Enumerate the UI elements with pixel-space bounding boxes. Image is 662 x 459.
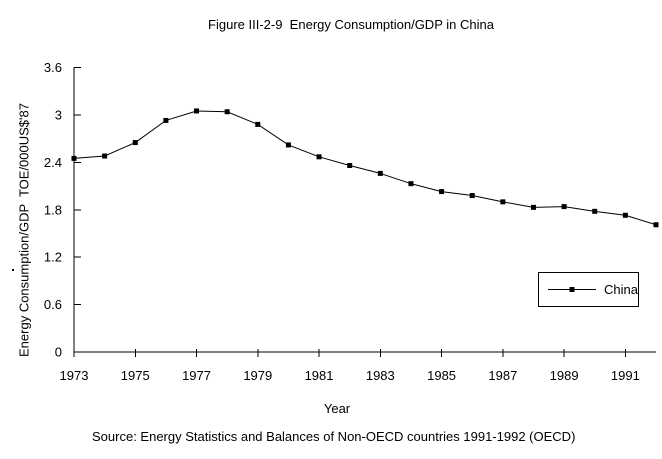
y-tick-label: 3.6 <box>44 60 62 75</box>
data-point-marker <box>469 193 475 199</box>
x-tick-label: 1983 <box>366 368 395 383</box>
y-tick-label: 2.4 <box>44 155 62 170</box>
source-note: Source: Energy Statistics and Balances o… <box>92 429 576 444</box>
data-point-marker <box>102 153 108 159</box>
data-point-marker <box>163 117 169 123</box>
data-point-marker <box>622 212 628 218</box>
data-point-marker <box>408 181 414 187</box>
data-point-marker <box>439 189 445 195</box>
data-point-marker <box>132 140 138 146</box>
x-tick-label: 1991 <box>611 368 640 383</box>
data-point-marker <box>347 162 353 168</box>
data-point-marker <box>224 109 230 115</box>
data-point-marker <box>285 142 291 148</box>
legend-line-marker-icon <box>548 287 596 292</box>
legend: China <box>538 272 639 307</box>
x-tick-label: 1981 <box>305 368 334 383</box>
x-tick-label: 1977 <box>182 368 211 383</box>
x-axis-title: Year <box>323 401 351 416</box>
x-tick-label: 1973 <box>60 368 89 383</box>
data-point-marker <box>316 154 322 160</box>
data-point-marker <box>377 170 383 176</box>
data-point-marker <box>71 155 77 161</box>
chart-title: Figure III-2-9 Energy Consumption/GDP in… <box>208 17 494 32</box>
y-tick-label: 1.8 <box>44 202 62 217</box>
y-tick-label: 0.6 <box>44 297 62 312</box>
stray-dot <box>12 269 14 271</box>
y-tick-label: 0 <box>55 345 62 360</box>
x-tick-label: 1985 <box>427 368 456 383</box>
data-point-marker <box>653 222 659 228</box>
series-line-china <box>73 110 657 226</box>
data-point-marker <box>592 208 598 214</box>
legend-label: China <box>604 282 638 297</box>
data-point-marker <box>530 204 536 210</box>
y-tick-label: 1.2 <box>44 250 62 265</box>
data-point-marker <box>255 121 261 127</box>
x-tick-label: 1989 <box>550 368 579 383</box>
x-tick-label: 1979 <box>243 368 272 383</box>
data-point-marker <box>194 108 200 114</box>
data-point-marker <box>500 199 506 205</box>
y-tick-label: 3 <box>55 107 62 122</box>
x-tick-label: 1987 <box>488 368 517 383</box>
x-tick-label: 1975 <box>121 368 150 383</box>
data-point-marker <box>561 204 567 210</box>
